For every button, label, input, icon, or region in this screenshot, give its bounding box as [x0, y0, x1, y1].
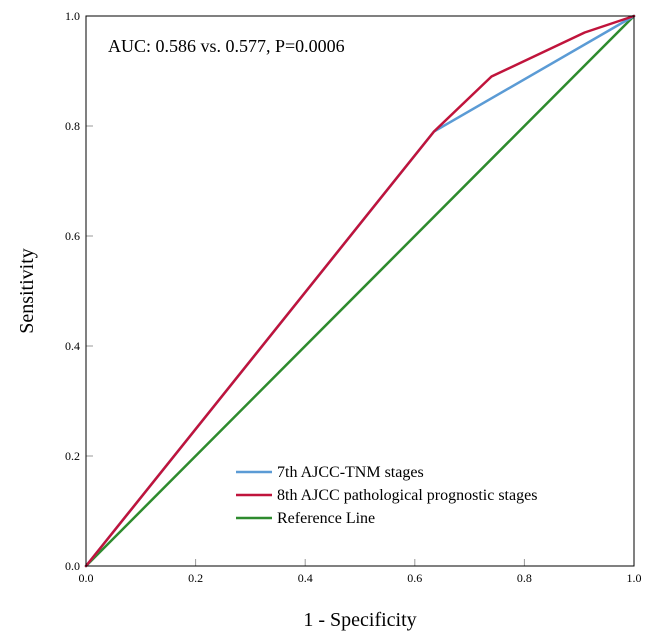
y-tick-label: 0.4: [65, 339, 80, 353]
y-tick-label: 0.2: [65, 449, 80, 463]
x-tick-label: 0.6: [407, 571, 422, 585]
x-axis-title: 1 - Specificity: [303, 609, 416, 631]
legend-label-1: 8th AJCC pathological prognostic stages: [277, 487, 537, 504]
y-tick-label: 0.8: [65, 119, 80, 133]
series-line-1: [84, 14, 636, 568]
x-tick-label: 0.2: [188, 571, 203, 585]
y-tick-label: 1.0: [65, 9, 80, 23]
ticks-layer: 0.0 0.2 0.4 0.6 0.8 1.0 0.0 0.2 0.4 0.6 0.8 1.0: [65, 9, 642, 585]
y-axis-title: Sensitivity: [16, 248, 38, 334]
y-tick-label: 0.6: [65, 229, 80, 243]
x-tick-label: 0.8: [517, 571, 532, 585]
plot-frame: [85, 15, 635, 567]
series-line-2: [84, 14, 636, 568]
legend: 7th AJCC-TNM stages 8th AJCC pathological…: [236, 464, 537, 527]
x-tick-label: 0.4: [298, 571, 313, 585]
x-tick-label: 1.0: [627, 571, 642, 585]
legend-label-2: Reference Line: [277, 510, 375, 527]
x-tick-label: 0.0: [79, 571, 94, 585]
y-tick-label: 0.0: [65, 559, 80, 573]
auc-annotation: AUC: 0.586 vs. 0.577, P=0.0006: [108, 36, 345, 56]
series-layer: [84, 14, 636, 568]
legend-label-0: 7th AJCC-TNM stages: [277, 464, 424, 481]
